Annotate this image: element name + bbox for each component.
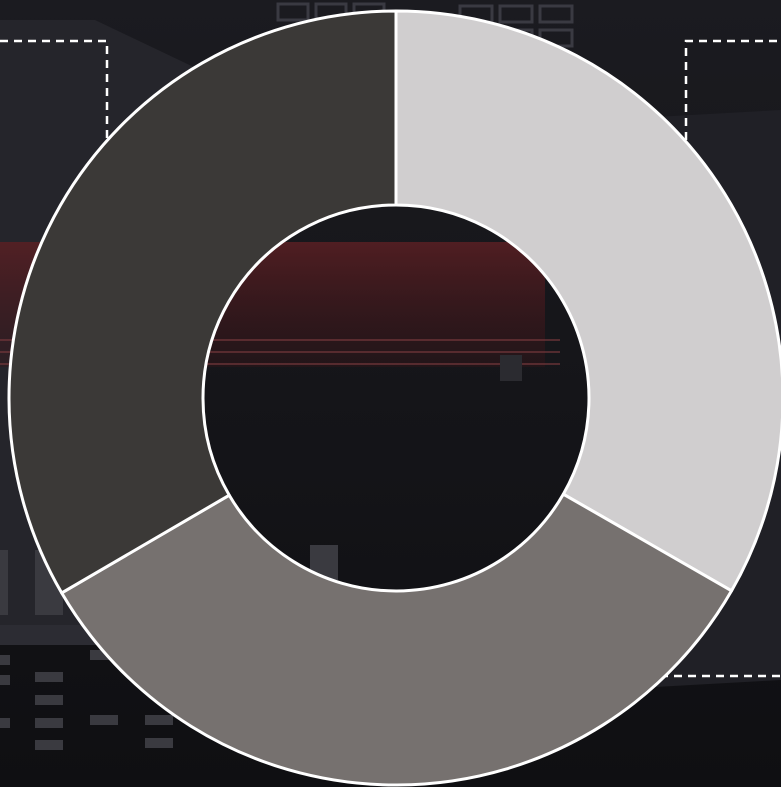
background-scene-box xyxy=(500,355,522,381)
background-callout-lines xyxy=(0,39,781,678)
donut-slice-1 xyxy=(394,9,781,593)
donut-slices xyxy=(7,9,781,787)
donut-slice-3 xyxy=(7,9,398,595)
donut-slice-2 xyxy=(60,492,734,787)
